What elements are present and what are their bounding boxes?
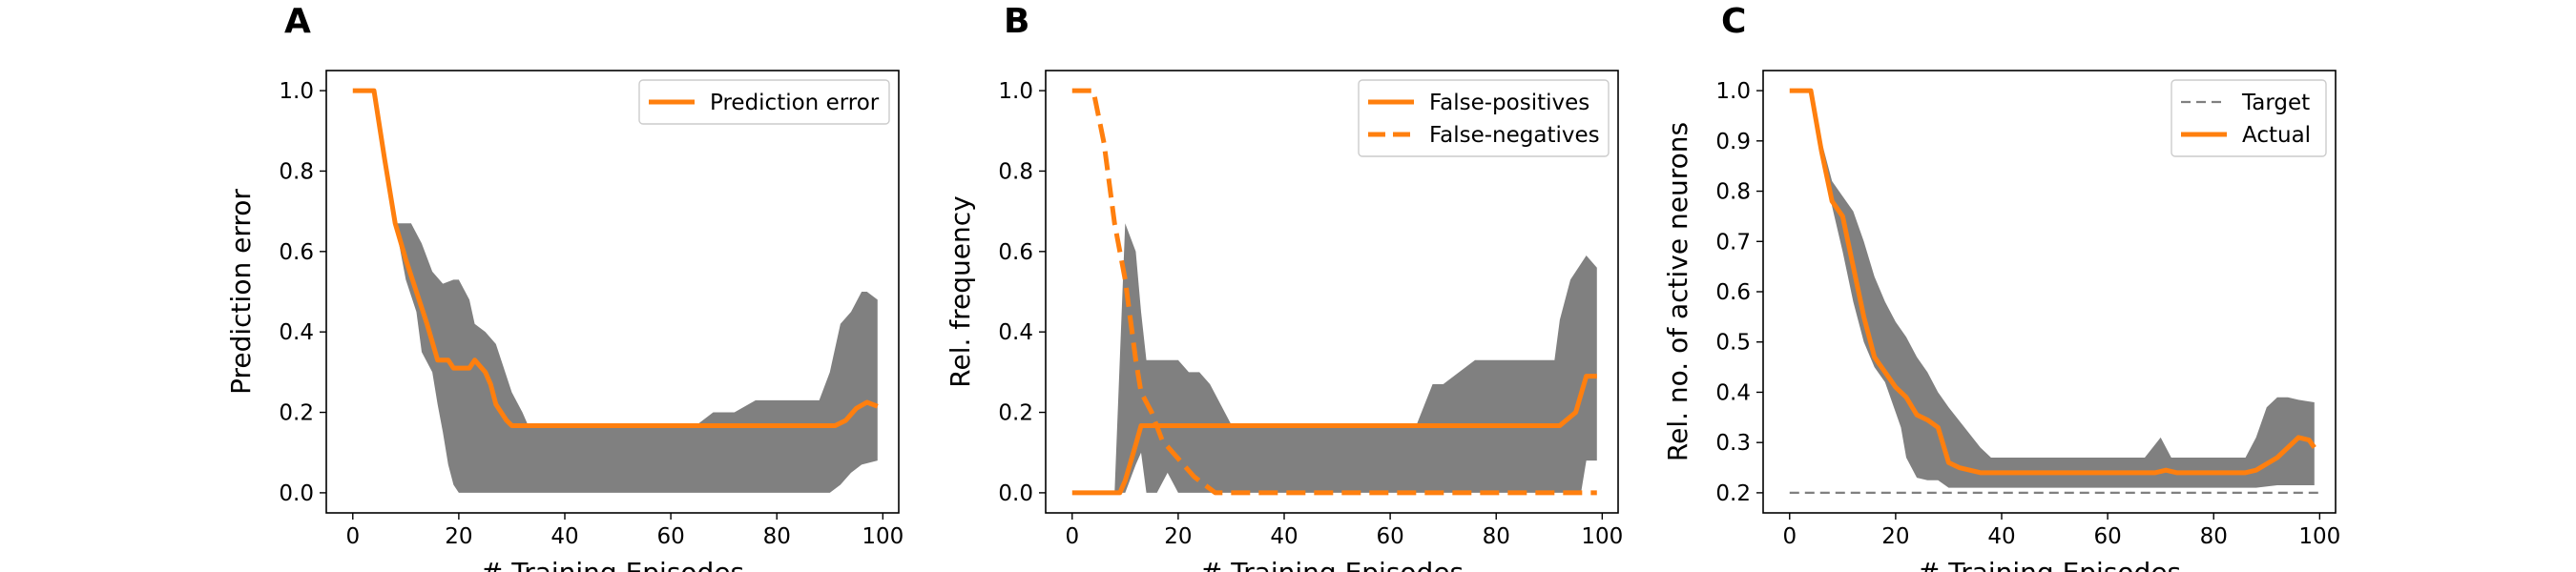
std-band — [352, 91, 878, 493]
y-tick-label: 0.8 — [279, 159, 314, 184]
chart-panel-a: 0 20 40 60 80 100 0.0 0.2 0.4 0.6 0.8 1.0 # Training… — [225, 2, 904, 572]
y-tick-label: 0.0 — [279, 481, 314, 506]
panel-letter: B — [1004, 2, 1029, 41]
x-tick-label: 80 — [1483, 524, 1510, 549]
y-tick-label: 0.6 — [279, 240, 314, 265]
y-axis-label: Rel. frequency — [945, 195, 976, 387]
x-tick-label: 40 — [551, 524, 578, 549]
y-tick-label: 0.4 — [279, 320, 314, 345]
x-tick-label: 20 — [1881, 524, 1909, 549]
axes-frame — [1045, 70, 1619, 514]
legend: Prediction error — [638, 79, 890, 125]
y-tick-label: 0.3 — [1715, 431, 1751, 456]
y-tick-label: 0.8 — [998, 159, 1033, 184]
legend-label: False-positives — [1429, 91, 1589, 115]
legend: False-positives False-negatives — [1358, 79, 1610, 157]
x-tick-label: 20 — [445, 524, 472, 549]
y-tick-label: 0.0 — [998, 481, 1033, 506]
x-axis-label: # Training Episodes — [481, 557, 744, 572]
y-axis-label: Rel. no. of active neurons — [1662, 122, 1693, 461]
y-tick-label: 0.9 — [1715, 130, 1751, 154]
y-tick-label: 0.2 — [279, 401, 314, 426]
x-tick-label: 100 — [862, 524, 904, 549]
y-tick-label: 0.6 — [998, 240, 1033, 265]
y-tick-label: 0.8 — [1715, 180, 1751, 205]
x-tick-label: 0 — [1782, 524, 1797, 549]
x-tick-label: 60 — [1376, 524, 1403, 549]
y-tick-label: 0.7 — [1715, 230, 1751, 255]
series-line-actual — [1789, 88, 2316, 476]
x-tick-label: 60 — [2093, 524, 2121, 549]
series-line-prediction-error — [352, 88, 879, 428]
y-tick-label: 0.4 — [1715, 380, 1751, 405]
x-tick-label: 0 — [1065, 524, 1079, 549]
panel-letter: C — [1721, 2, 1746, 41]
legend-label: Prediction error — [710, 91, 880, 115]
y-tick-label: 1.0 — [279, 79, 314, 104]
y-tick-label: 0.2 — [1715, 481, 1751, 506]
x-axis-label: # Training Episodes — [1918, 557, 2181, 572]
legend-label: Actual — [2242, 123, 2311, 148]
y-tick-label: 0.5 — [1715, 331, 1751, 356]
x-axis-label: # Training Episodes — [1200, 557, 1464, 572]
y-tick-label: 1.0 — [998, 79, 1033, 104]
y-axis-label: Prediction error — [225, 189, 257, 395]
chart-panel-c: 0 20 40 60 80 100 0.2 0.3 0.4 0.5 0.6 0.7 0.8 0.9 1.0 #… — [1662, 2, 2340, 572]
panel-letter: A — [284, 2, 311, 41]
legend-label: False-negatives — [1429, 123, 1600, 148]
std-band — [1789, 91, 2315, 488]
x-tick-label: 0 — [345, 524, 360, 549]
series-line-false-positives — [1071, 374, 1597, 496]
chart-panel-b: 0 20 40 60 80 100 0.0 0.2 0.4 0.6 0.8 1.0 # Training… — [945, 2, 1623, 572]
x-tick-label: 100 — [1581, 524, 1623, 549]
x-tick-label: 40 — [1987, 524, 2015, 549]
x-tick-label: 60 — [656, 524, 684, 549]
series-line-false-negatives — [1071, 88, 1597, 496]
x-tick-label: 100 — [2298, 524, 2340, 549]
legend: Target Actual — [2171, 79, 2327, 157]
x-tick-label: 80 — [2200, 524, 2228, 549]
y-tick-label: 0.2 — [998, 401, 1033, 426]
x-tick-label: 80 — [763, 524, 791, 549]
x-tick-label: 40 — [1270, 524, 1298, 549]
legend-box — [638, 79, 890, 125]
x-tick-label: 20 — [1164, 524, 1192, 549]
axes-frame — [325, 70, 900, 514]
y-tick-label: 0.6 — [1715, 280, 1751, 305]
legend-label: Target — [2241, 91, 2310, 115]
legend-box — [2171, 79, 2327, 157]
y-tick-label: 1.0 — [1715, 79, 1751, 104]
y-tick-label: 0.4 — [998, 320, 1033, 345]
std-band — [1071, 223, 1597, 493]
legend-box — [1358, 79, 1610, 157]
